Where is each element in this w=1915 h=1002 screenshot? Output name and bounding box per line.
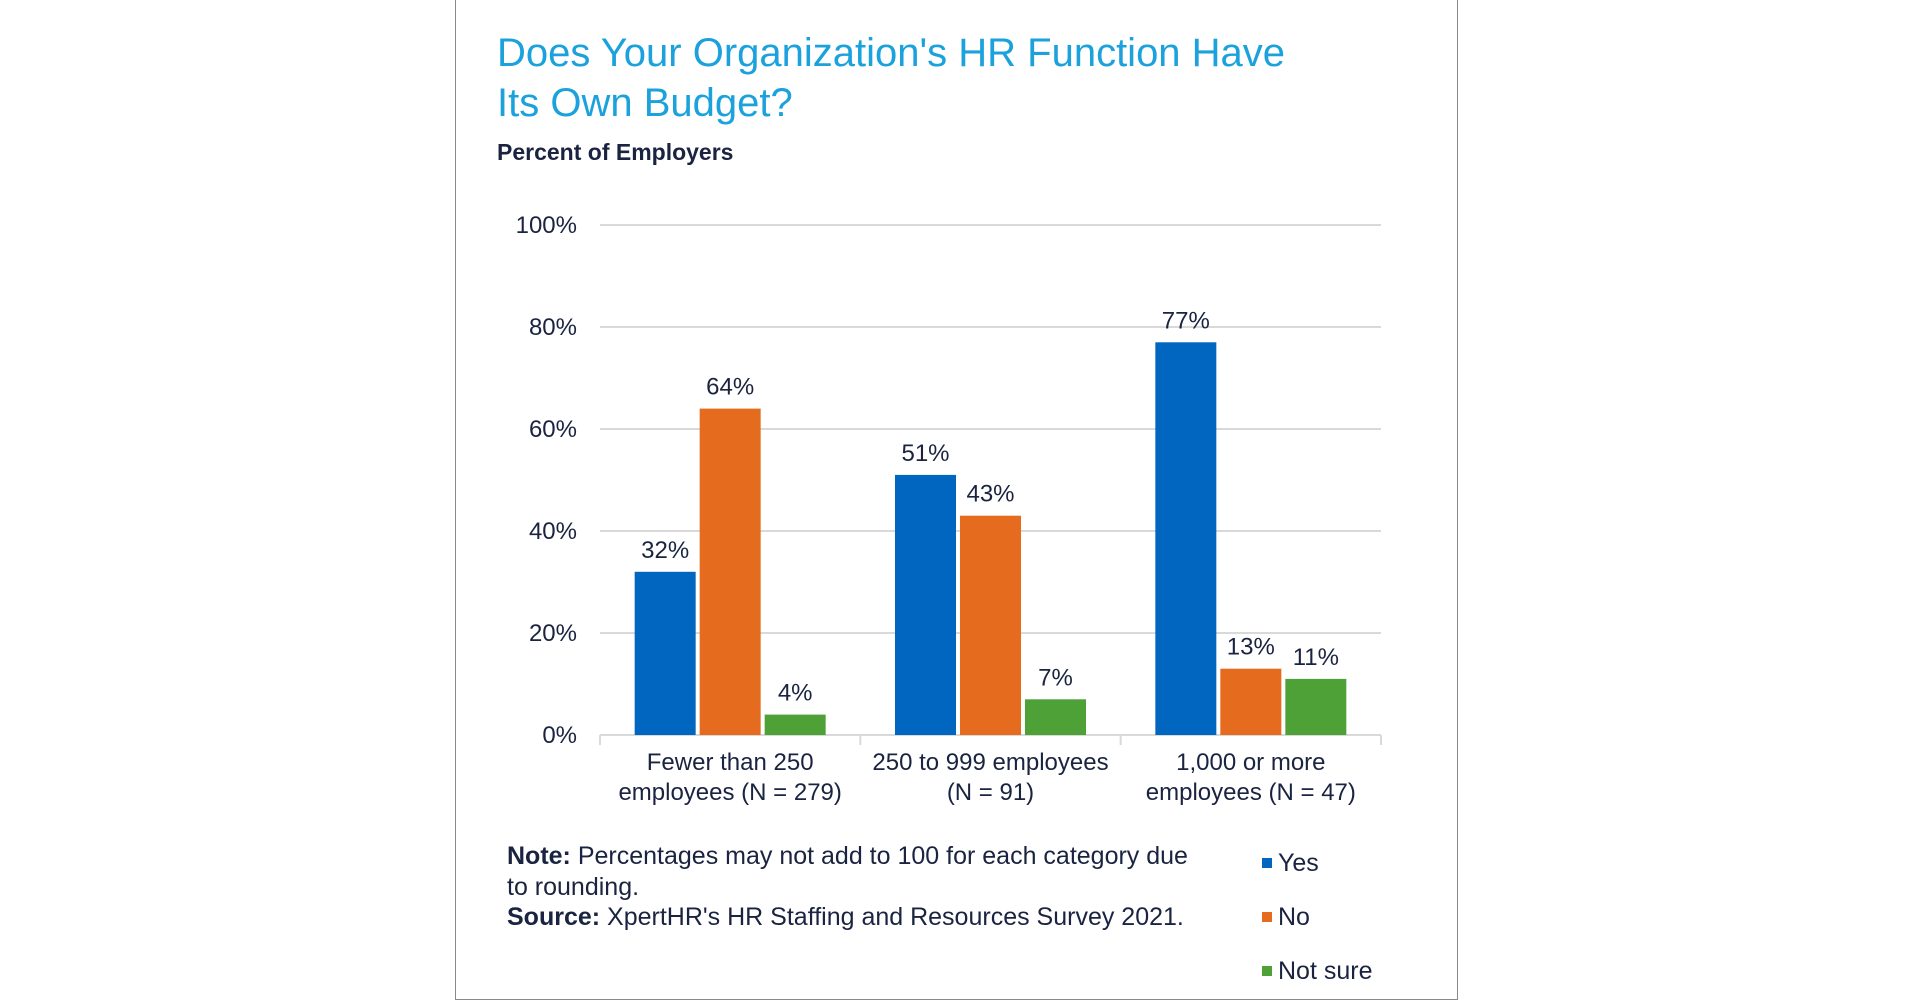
legend-label: Not sure: [1278, 956, 1373, 985]
x-category-label: 250 to 999 employees: [872, 749, 1108, 776]
chart-title-line: Does Your Organization's HR Function Hav…: [497, 31, 1286, 75]
source-text: XpertHR's HR Staffing and Resources Surv…: [600, 903, 1184, 931]
data-label: 32%: [641, 537, 689, 564]
x-category-label: (N = 91): [947, 779, 1034, 806]
x-category-label: employees (N = 279): [618, 779, 841, 806]
chart-note: Note: Percentages may not add to 100 for…: [507, 841, 1197, 933]
note-text: Percentages may not add to 100 for each …: [507, 842, 1188, 901]
legend-swatch: [1262, 966, 1272, 976]
y-tick-label: 100%: [516, 212, 577, 239]
x-category-label: employees (N = 47): [1146, 779, 1356, 806]
source-label: Source:: [507, 903, 601, 931]
bar-not-sure: [764, 714, 826, 735]
data-label: 51%: [901, 440, 949, 467]
chart-title-line: Its Own Budget?: [497, 81, 793, 125]
data-label: 7%: [1038, 664, 1073, 691]
x-category-label: Fewer than 250: [647, 749, 814, 776]
data-label: 43%: [966, 481, 1014, 508]
y-tick-label: 0%: [542, 722, 577, 749]
data-label: 4%: [778, 680, 813, 707]
bar-no: [960, 515, 1021, 735]
bar-not-sure: [1025, 699, 1086, 735]
chart-title: Does Your Organization's HR Function Hav…: [497, 28, 1285, 128]
y-tick-label: 80%: [529, 314, 577, 341]
bar-yes: [634, 571, 696, 735]
data-label: 64%: [706, 374, 754, 401]
legend-swatch: [1262, 858, 1272, 868]
legend-label: No: [1278, 902, 1310, 931]
legend-item-yes: Yes: [1262, 836, 1372, 890]
y-tick-label: 60%: [529, 416, 577, 443]
bar-no: [699, 408, 761, 735]
data-label: 11%: [1293, 644, 1339, 671]
bar-yes: [895, 474, 956, 735]
x-category-label: 1,000 or more: [1176, 749, 1325, 776]
data-label: 77%: [1162, 307, 1210, 334]
y-tick-label: 20%: [529, 620, 577, 647]
chart-subtitle: Percent of Employers: [497, 139, 734, 165]
bar-not-sure: [1285, 678, 1347, 735]
y-tick-label: 40%: [529, 518, 577, 545]
chart-frame: [455, 0, 1458, 1000]
bar-no: [1220, 668, 1282, 735]
legend-item-no: No: [1262, 890, 1372, 944]
bar-yes: [1155, 342, 1217, 735]
note-label: Note:: [507, 842, 571, 870]
legend-label: Yes: [1278, 848, 1319, 877]
legend-item-not-sure: Not sure: [1262, 944, 1372, 998]
legend-swatch: [1262, 912, 1272, 922]
legend: Yes No Not sure: [1262, 836, 1372, 998]
data-label: 13%: [1227, 634, 1275, 661]
